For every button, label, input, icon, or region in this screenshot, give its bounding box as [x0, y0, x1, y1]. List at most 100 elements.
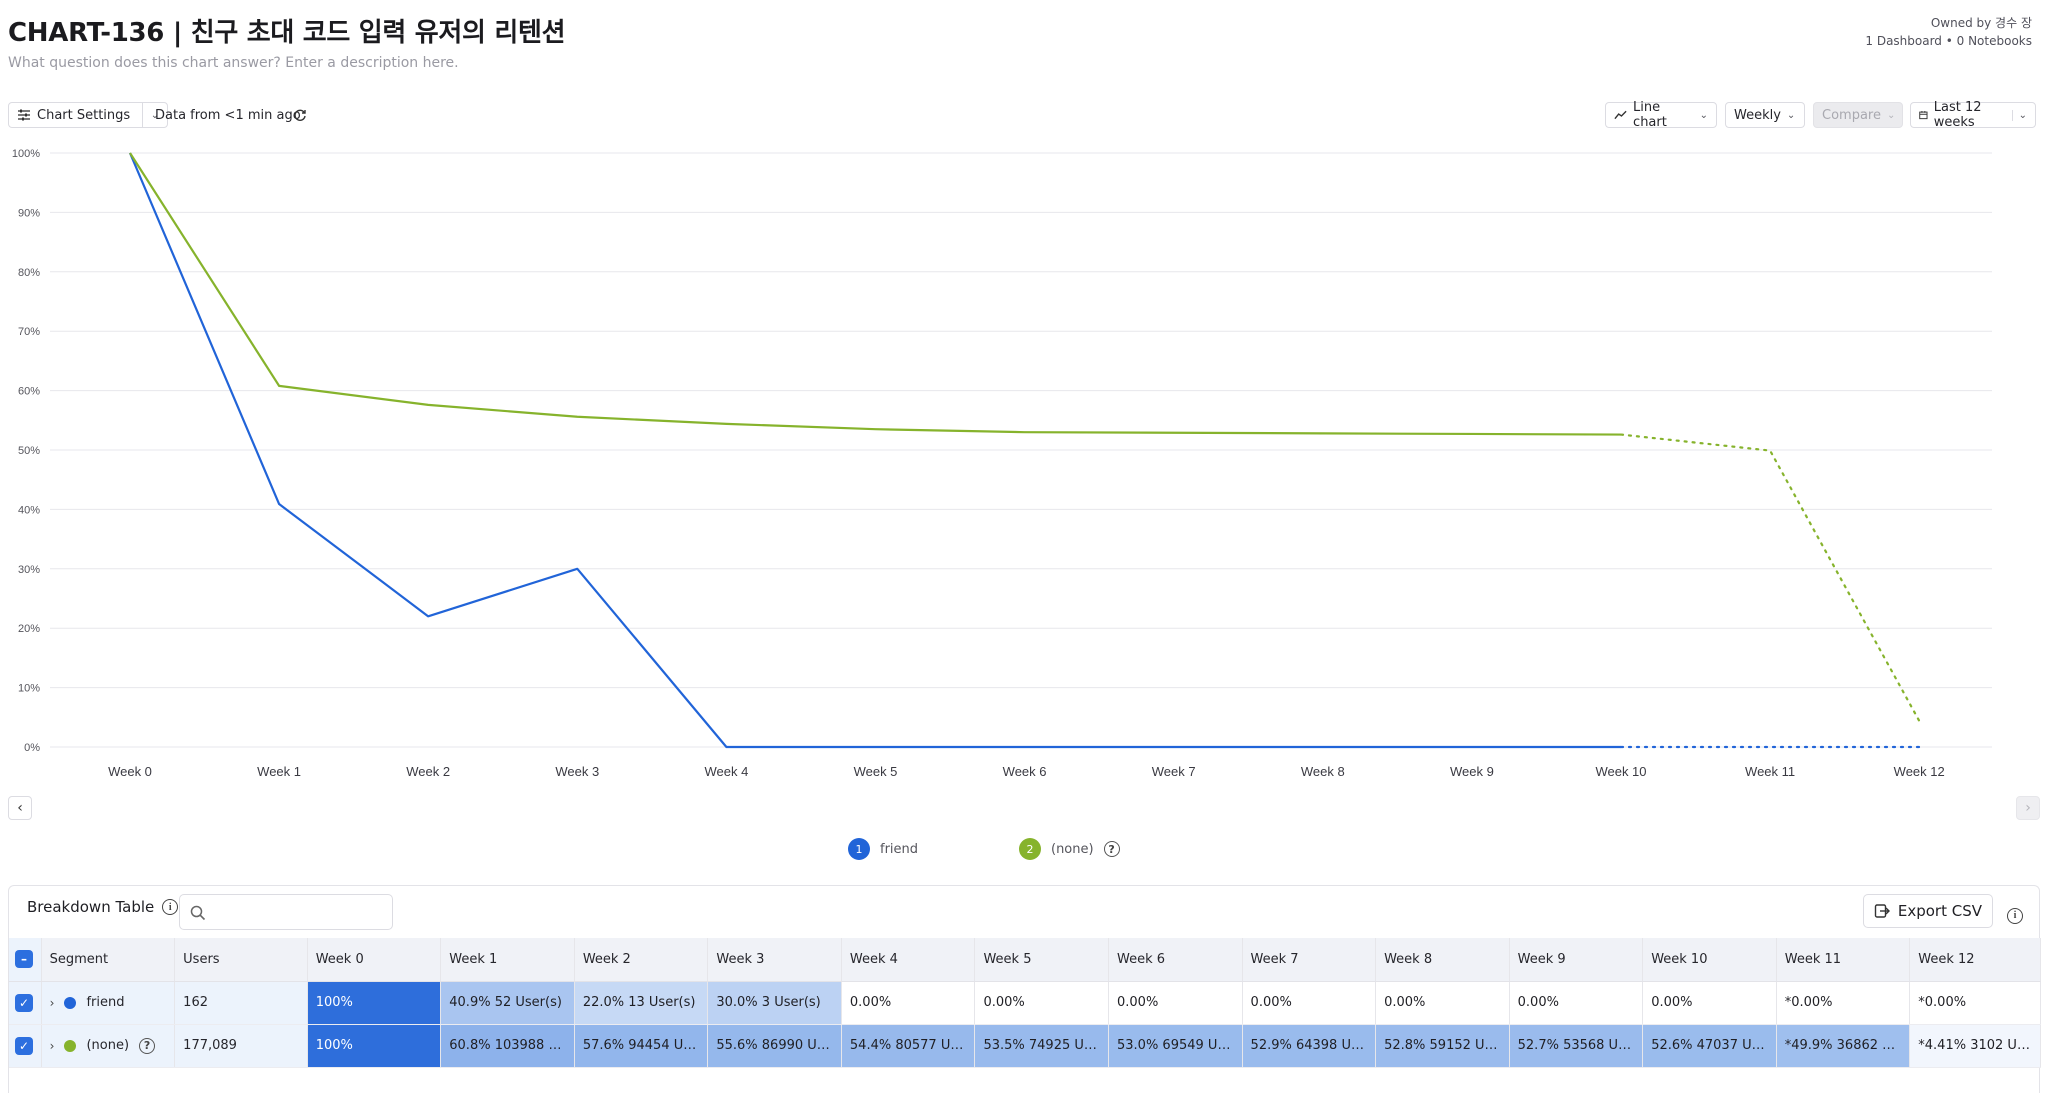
retention-cell[interactable]: 52.8% 59152 Us... — [1375, 1024, 1510, 1068]
column-header[interactable]: Week 4 — [841, 938, 976, 982]
segment-label: friend — [86, 995, 125, 1010]
y-tick-label: 40% — [18, 504, 40, 516]
retention-cell[interactable]: 57.6% 94454 Us... — [574, 1024, 709, 1068]
y-tick-label: 20% — [18, 623, 40, 635]
legend-item-none[interactable]: 2 (none) ? — [1019, 838, 1120, 860]
chart-type-select[interactable]: Line chart ⌄ — [1605, 100, 1717, 130]
retention-cell[interactable]: 0.00% — [841, 981, 976, 1025]
interval-select[interactable]: Weekly ⌄ — [1725, 102, 1805, 128]
column-header[interactable]: Users — [174, 938, 308, 982]
column-header[interactable]: Week 1 — [440, 938, 575, 982]
x-tick-label: Week 3 — [555, 764, 599, 779]
retention-cell[interactable]: 60.8% 103988 U... — [440, 1024, 575, 1068]
retention-cell[interactable]: 53.0% 69549 Us... — [1108, 1024, 1243, 1068]
retention-cell[interactable]: 22.0% 13 User(s) — [574, 981, 709, 1025]
legend-label: (none) — [1051, 841, 1094, 857]
column-header[interactable]: Week 7 — [1242, 938, 1377, 982]
retention-cell[interactable]: 0.00% — [1242, 981, 1377, 1025]
retention-cell[interactable]: 55.6% 86990 Us... — [707, 1024, 842, 1068]
column-header[interactable]: Week 9 — [1509, 938, 1644, 982]
compare-select[interactable]: Compare ⌄ — [1813, 102, 1903, 128]
panel-info[interactable]: i — [2007, 903, 2023, 924]
date-range-select[interactable]: Last 12 weeks ⌄ — [1910, 100, 2036, 130]
page-title[interactable]: CHART-136 | 친구 초대 코드 입력 유저의 리텐션 — [8, 18, 566, 48]
retention-cell[interactable]: 40.9% 52 User(s) — [440, 981, 575, 1025]
retention-cell[interactable]: *49.9% 36862 Us... — [1776, 1024, 1911, 1068]
chevron-right-icon[interactable]: › — [49, 995, 55, 1010]
retention-cell[interactable]: 100% — [307, 1024, 442, 1068]
row-checkbox[interactable]: ✓ — [9, 981, 42, 1025]
retention-cell[interactable]: 52.9% 64398 Us... — [1242, 1024, 1377, 1068]
column-header[interactable]: Week 5 — [974, 938, 1109, 982]
calendar-icon — [1919, 110, 1928, 120]
retention-cell[interactable]: 0.00% — [1509, 981, 1644, 1025]
retention-cell[interactable]: 52.6% 47037 Us... — [1642, 1024, 1777, 1068]
retention-cell[interactable]: 52.7% 53568 Us... — [1509, 1024, 1644, 1068]
select-all-checkbox[interactable]: – — [9, 938, 42, 982]
segment-cell: › (none)? — [41, 1024, 176, 1068]
chart-settings-button[interactable]: Chart Settings — [8, 102, 143, 128]
chevron-right-icon[interactable]: › — [49, 1038, 55, 1053]
column-header[interactable]: Segment — [41, 938, 176, 982]
column-header[interactable]: Week 0 — [307, 938, 442, 982]
scroll-right-button[interactable]: › — [2016, 796, 2040, 820]
refresh-icon — [294, 109, 306, 121]
line-chart-icon — [1614, 110, 1627, 120]
users-cell: 162 — [174, 981, 308, 1025]
scroll-left-button[interactable]: ‹ — [8, 796, 32, 820]
export-csv-label: Export CSV — [1897, 902, 1982, 920]
x-tick-label: Week 11 — [1745, 764, 1795, 779]
retention-cell[interactable]: 54.4% 80577 Us... — [841, 1024, 976, 1068]
table-row[interactable]: ✓ › (none)? 177,089 100% 60.8% 103988 U... 57.… — [9, 1024, 2041, 1068]
retention-cell[interactable]: 53.5% 74925 Us... — [974, 1024, 1109, 1068]
table-row[interactable]: ✓ › friend 162 100% 40.9% 52 User(s) 22.0% 13 … — [9, 981, 2041, 1025]
x-tick-label: Week 5 — [854, 764, 898, 779]
x-tick-label: Week 0 — [108, 764, 152, 779]
retention-cell[interactable]: 100% — [307, 981, 442, 1025]
chart-description[interactable]: What question does this chart answer? En… — [8, 55, 459, 71]
retention-cell[interactable]: 0.00% — [974, 981, 1109, 1025]
check-icon: ✓ — [15, 993, 33, 1012]
retention-cell[interactable]: *4.41% 3102 User(s) — [1909, 1024, 2041, 1068]
breakdown-search-input[interactable] — [179, 894, 393, 930]
chart-toolbar: Chart Settings ⌄ Data from <1 min ago Li… — [8, 100, 2040, 130]
retention-cell[interactable]: *0.00% — [1909, 981, 2041, 1025]
chevron-down-icon: ⌄ — [150, 109, 160, 121]
breakdown-panel: Breakdown Table i Export CSV i – Segment… — [8, 885, 2041, 1093]
column-header[interactable]: Week 12 — [1909, 938, 2041, 982]
export-csv-button[interactable]: Export CSV — [1862, 894, 1993, 928]
column-header[interactable]: Week 3 — [707, 938, 842, 982]
retention-cell[interactable]: *0.00% — [1776, 981, 1911, 1025]
export-icon — [1874, 904, 1890, 918]
column-header[interactable]: Week 11 — [1776, 938, 1911, 982]
breakdown-title: Breakdown Table i — [27, 898, 179, 916]
x-tick-label: Week 10 — [1595, 764, 1646, 779]
legend-item-friend[interactable]: 1 friend — [848, 838, 918, 860]
help-icon[interactable]: ? — [139, 1037, 156, 1054]
segment-color-dot — [64, 996, 77, 1009]
segment-cell: › friend — [41, 981, 176, 1025]
data-freshness-label: Data from <1 min ago — [155, 107, 301, 123]
column-header[interactable]: Week 8 — [1375, 938, 1510, 982]
retention-cell[interactable]: 0.00% — [1375, 981, 1510, 1025]
users-cell: 177,089 — [174, 1024, 308, 1068]
retention-line-chart: 0% 10% 20% 30% 40% 50% 60% 70% 80% 90% 100% Week 0 W… — [0, 140, 2048, 804]
minus-icon: – — [15, 950, 33, 969]
row-checkbox[interactable]: ✓ — [9, 1024, 42, 1068]
chevron-down-icon: ⌄ — [2011, 109, 2027, 121]
legend-index-badge: 1 — [848, 838, 870, 860]
retention-cell[interactable]: 30.0% 3 User(s) — [707, 981, 842, 1025]
retention-cell[interactable]: 0.00% — [1108, 981, 1243, 1025]
column-header[interactable]: Week 10 — [1642, 938, 1777, 982]
retention-cell[interactable]: 0.00% — [1642, 981, 1777, 1025]
chart-settings-dropdown[interactable]: ⌄ — [142, 102, 168, 128]
chart-header: CHART-136 | 친구 초대 코드 입력 유저의 리텐션 What que… — [8, 6, 2040, 76]
column-header[interactable]: Week 2 — [574, 938, 709, 982]
usage-meta[interactable]: 1 Dashboard • 0 Notebooks — [1865, 34, 2032, 48]
help-icon[interactable]: ? — [1103, 841, 1120, 857]
column-header[interactable]: Week 6 — [1108, 938, 1243, 982]
chevron-down-icon: ⌄ — [1786, 109, 1796, 121]
info-icon[interactable]: i — [162, 899, 179, 915]
refresh-button[interactable] — [293, 102, 307, 128]
chevron-right-icon: › — [2025, 800, 2031, 816]
